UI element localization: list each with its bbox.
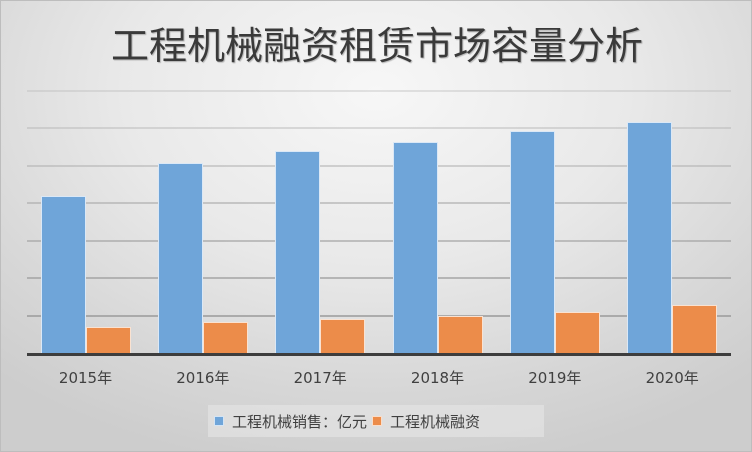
x-axis-label: 2015年: [58, 369, 113, 387]
x-axis-label: 2017年: [293, 369, 347, 387]
gridline: [27, 164, 731, 167]
x-axis-label: 2018年: [410, 369, 465, 387]
bar-finance-2016年: [203, 322, 248, 353]
bar-sales-2020年: [627, 122, 673, 353]
bar-finance-2019年: [555, 312, 600, 353]
plot-area: [27, 81, 731, 356]
gridline: [27, 90, 731, 92]
legend-swatch-sales-icon: [214, 416, 224, 426]
gridline: [27, 202, 731, 205]
bar-sales-2017年: [275, 151, 321, 353]
gridline: [27, 239, 731, 242]
bar-sales-2015年: [40, 196, 86, 353]
legend-item-sales: 工程机械销售：亿元: [214, 411, 367, 432]
x-axis-label: 2019年: [528, 369, 582, 387]
legend: 工程机械销售：亿元 工程机械融资: [208, 405, 544, 437]
bar-sales-2018年: [392, 142, 438, 353]
gridline: [27, 277, 731, 280]
x-axis-label: 2020年: [645, 369, 699, 387]
chart-title: 工程机械融资租赁市场容量分析: [110, 24, 643, 68]
bar-sales-2016年: [158, 163, 203, 353]
legend-swatch-finance-icon: [372, 416, 383, 426]
x-axis-label: 2016年: [176, 369, 230, 387]
bar-sales-2019年: [510, 131, 555, 353]
bar-finance-2020年: [672, 305, 718, 353]
gridline: [27, 127, 731, 130]
bar-finance-2018年: [437, 316, 483, 353]
bar-finance-2017年: [320, 319, 366, 353]
gridline: [27, 314, 731, 317]
x-axis-line: [27, 353, 731, 356]
legend-label-finance: 工程机械融资: [390, 412, 481, 431]
bar-finance-2015年: [85, 327, 131, 353]
legend-label-sales: 工程机械销售：亿元: [232, 412, 368, 431]
legend-item-finance: 工程机械融资: [372, 411, 480, 432]
